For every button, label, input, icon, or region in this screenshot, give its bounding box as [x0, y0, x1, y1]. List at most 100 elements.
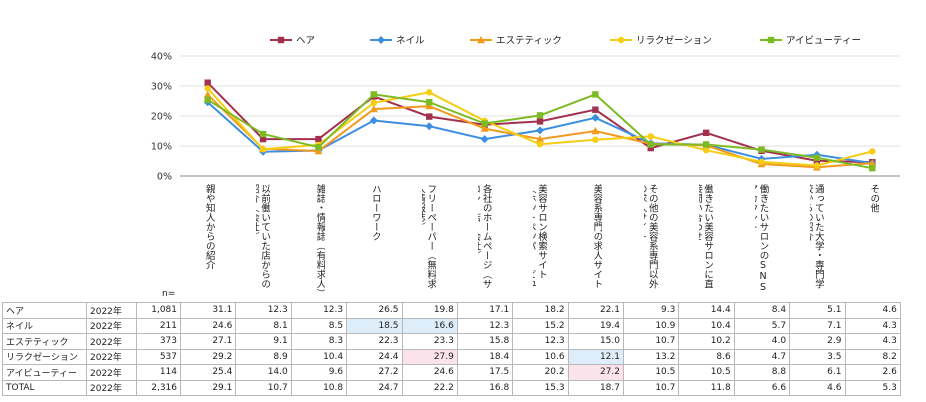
table-cell: 8.6 [678, 348, 735, 365]
table-cell: 16.6 [401, 317, 458, 334]
table-cell: 7.1 [789, 317, 846, 334]
data-point [869, 148, 876, 155]
row-n: 373 [136, 333, 181, 350]
legend-marker [617, 36, 625, 44]
table-row: エステティック 2022年 373 27.1 9.1 8.3 22.3 23.3 15.8 12.… [2, 333, 901, 350]
table-cell: 2.9 [789, 333, 846, 350]
table-cell: 11.8 [678, 379, 735, 396]
table-cell: 24.6 [179, 317, 237, 334]
data-point [204, 79, 211, 86]
data-point [259, 130, 267, 138]
row-n: 1,081 [136, 302, 181, 319]
table-cell: 10.4 [678, 317, 735, 334]
table-cell: 10.8 [290, 379, 348, 396]
category-label: フリーペーパー（無料求人情報誌） [422, 184, 437, 289]
table-cell: 29.2 [179, 348, 237, 365]
category-label: 美容サロン検索サイト（ホットペッパー・ビューティーなど） [533, 184, 547, 289]
table-cell: 15.0 [567, 333, 625, 350]
data-point [426, 113, 433, 120]
category-label: 各社のホームページ（サロン・店・会社） [478, 184, 492, 289]
data-point [536, 112, 544, 119]
table-cell: 18.4 [456, 348, 514, 365]
table-cell: 12.3 [512, 333, 569, 350]
row-year: 2022年 [86, 333, 137, 350]
y-tick-label: 20% [151, 112, 172, 123]
row-n: 114 [136, 364, 181, 381]
data-point [647, 133, 654, 140]
data-point [813, 162, 821, 169]
row-n: 537 [136, 348, 181, 365]
table-cell: 8.1 [235, 317, 292, 334]
table-cell: 3.5 [789, 348, 846, 365]
category-label: その他 [868, 184, 880, 213]
table-cell: 13.2 [622, 348, 680, 365]
table-cell: 4.3 [844, 333, 901, 350]
table-cell: 25.4 [179, 364, 237, 381]
table-cell: 10.2 [678, 333, 735, 350]
row-label: エステティック [2, 333, 87, 350]
table-cell: 6.6 [733, 379, 791, 396]
table-cell: 12.1 [567, 348, 625, 365]
table-cell: 10.5 [678, 364, 735, 381]
data-point [592, 106, 599, 113]
data-point [536, 126, 544, 135]
data-point [259, 135, 267, 143]
data-point [203, 90, 212, 98]
table-cell: 19.8 [401, 302, 458, 319]
table-row: リラクゼーション 2022年 537 29.2 8.9 10.4 24.4 27.9 18.4 1… [2, 348, 901, 365]
data-point [480, 135, 489, 144]
table-row: ネイル 2022年 211 24.6 8.1 8.5 18.5 16.6 12.3 15.2 19.… [2, 317, 901, 334]
data-point [647, 141, 654, 148]
data-point [813, 154, 821, 161]
table-cell: 27.9 [401, 348, 458, 365]
data-point [702, 129, 710, 136]
table-cell: 15.3 [512, 379, 569, 396]
data-point [869, 165, 876, 172]
data-point [536, 118, 544, 125]
table-cell: 27.1 [179, 333, 237, 350]
table-cell: 12.3 [235, 302, 292, 319]
data-point [315, 135, 322, 143]
category-label: 雑誌・情報誌（有料求人） [314, 184, 326, 296]
data-point [314, 147, 323, 155]
table-cell: 8.2 [844, 348, 901, 365]
legend-label: リラクゼーション [636, 35, 712, 47]
table-cell: 8.4 [733, 302, 791, 319]
legend-marker [477, 36, 485, 44]
data-point [370, 99, 378, 107]
row-year: 2022年 [86, 317, 137, 334]
row-label: リラクゼーション [2, 348, 87, 365]
data-point [480, 124, 489, 132]
data-point [591, 127, 600, 135]
table-cell: 15.8 [456, 333, 514, 350]
row-label: ネイル [2, 317, 87, 334]
table-cell: 10.7 [622, 379, 680, 396]
y-tick-label: 30% [151, 82, 172, 93]
table-cell: 9.3 [622, 302, 680, 319]
data-point [259, 146, 267, 153]
category-label: 以前働いていた店からの紹介（会社） [256, 184, 271, 289]
table-cell: 5.7 [733, 317, 791, 334]
category-label: 働きたいサロンのSNSアカウント [755, 184, 769, 293]
table-cell: 2.6 [844, 364, 901, 381]
table-cell: 4.0 [733, 333, 791, 350]
data-point [425, 122, 434, 131]
table-cell: 10.9 [622, 317, 680, 334]
table-cell: 4.3 [844, 317, 901, 334]
data-point [591, 113, 600, 122]
table-cell: 6.1 [789, 364, 846, 381]
legend-marker [767, 36, 775, 44]
table-cell: 17.5 [456, 364, 514, 381]
table-cell: 18.7 [567, 379, 625, 396]
table-cell: 4.7 [733, 348, 791, 365]
table-cell: 27.2 [567, 364, 625, 381]
data-point [536, 135, 544, 143]
table-cell: 22.1 [567, 302, 625, 319]
table-cell: 22.2 [401, 379, 458, 396]
data-point [592, 136, 599, 143]
table-cell: 5.3 [844, 379, 901, 396]
table-cell: 18.2 [512, 302, 569, 319]
table-cell: 22.3 [346, 333, 403, 350]
data-point [204, 96, 211, 103]
